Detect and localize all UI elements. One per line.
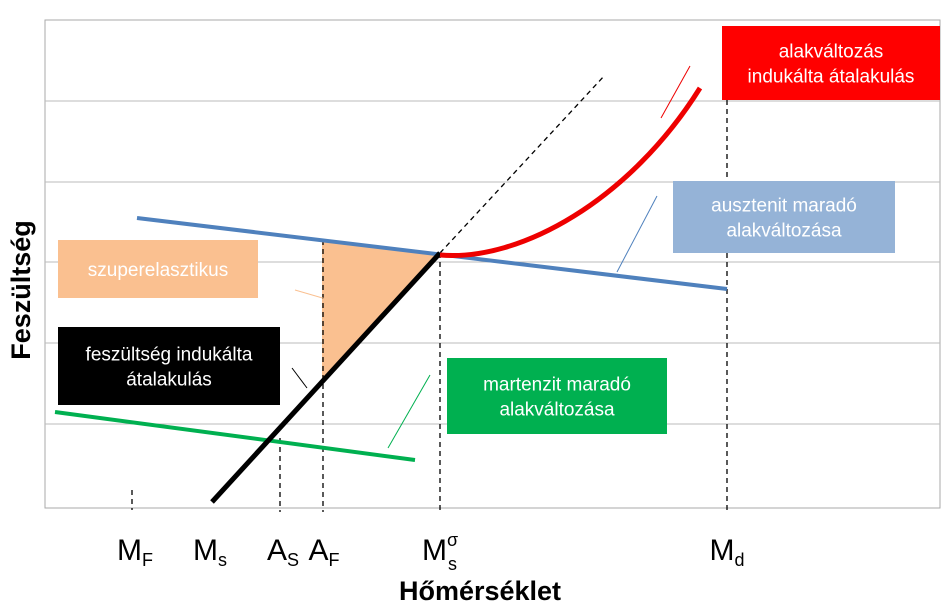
callout — [294, 289, 351, 307]
x-label: Md — [709, 534, 744, 570]
superelastic-area — [322, 240, 440, 381]
x-label: MF — [117, 534, 153, 570]
box-text: indukálta átalakulás — [748, 67, 915, 88]
box-text: alakváltozása — [499, 400, 615, 421]
box-background — [58, 240, 258, 298]
label-box: ausztenit maradó alakváltozása — [673, 181, 895, 253]
box-background — [58, 327, 280, 405]
x-label-sub: d — [734, 550, 744, 570]
x-label-sub: s — [448, 554, 457, 574]
box-text: alakváltozás — [779, 42, 884, 63]
y-axis-title: Feszültség — [6, 220, 36, 360]
x-label-sub: F — [142, 550, 153, 570]
callout — [387, 374, 431, 449]
box-text: átalakulás — [126, 370, 212, 391]
dashed-lines — [131, 74, 728, 512]
x-label-main: A — [267, 534, 287, 567]
transformation-line — [210, 251, 442, 504]
box-text: feszültség indukálta — [86, 345, 253, 366]
box-background — [673, 181, 895, 253]
austenite-line — [136, 216, 728, 291]
x-label-sub: F — [329, 550, 340, 570]
box-text: szuperelasztikus — [88, 260, 228, 281]
box-text: alakváltozása — [726, 221, 842, 242]
x-label-main: A — [308, 534, 328, 567]
label-box: feszültség indukálta átalakulás — [58, 327, 280, 405]
x-label-sub: S — [287, 550, 299, 570]
callout — [616, 195, 658, 273]
callout — [291, 367, 308, 389]
x-label-main: M — [193, 534, 218, 567]
x-label-sup: σ — [447, 530, 458, 550]
label-box: martenzit maradó alakváltozása — [447, 358, 667, 434]
x-label-main: M — [117, 534, 142, 567]
label-box: alakváltozás indukálta átalakulás — [722, 26, 940, 100]
x-label-main: M — [709, 534, 734, 567]
x-label-main: M — [422, 534, 447, 567]
x-axis-title: Hőmérséklet — [399, 576, 561, 606]
martensite-line — [54, 410, 416, 462]
strain-induced-curve — [439, 86, 703, 259]
x-label: AS — [267, 534, 299, 570]
callouts — [291, 65, 691, 449]
x-label: Mσ s — [422, 530, 458, 574]
box-background — [447, 358, 667, 434]
box-text: ausztenit maradó — [711, 196, 857, 217]
x-label-sub: s — [218, 550, 227, 570]
box-background — [722, 26, 940, 100]
x-label: AF — [308, 534, 339, 570]
x-label: Ms — [193, 534, 227, 570]
label-box: szuperelasztikus — [58, 240, 258, 298]
box-text: martenzit maradó — [483, 375, 631, 396]
callout — [660, 65, 691, 119]
dash — [439, 74, 606, 254]
